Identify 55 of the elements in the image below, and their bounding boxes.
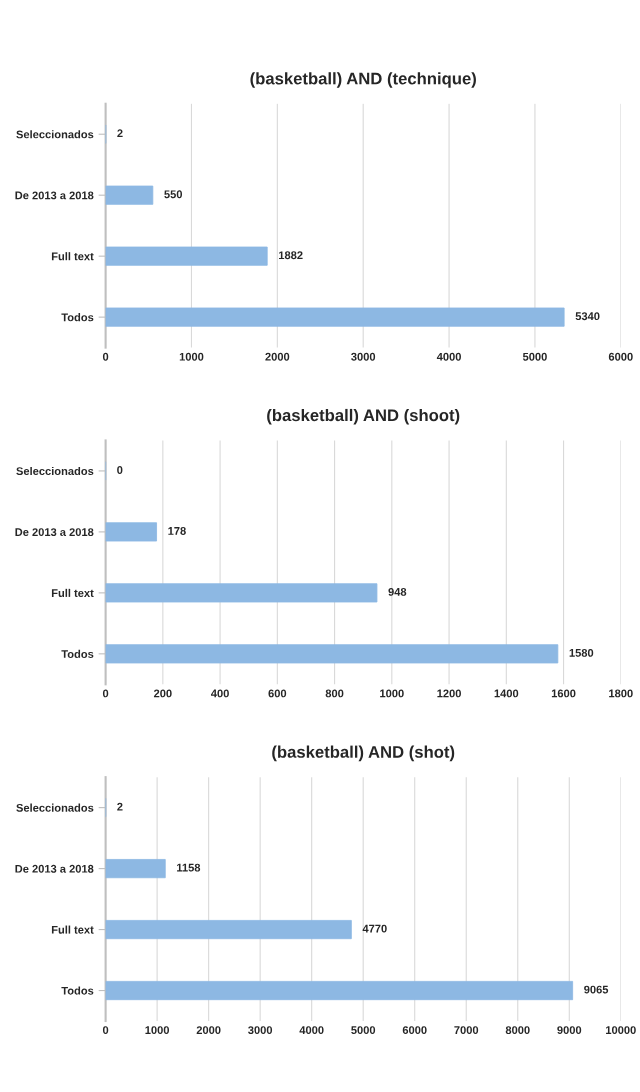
- data-label: 2: [117, 129, 123, 138]
- y-tick-label: De 2013 a 2018: [15, 528, 94, 537]
- data-label: 9065: [584, 985, 609, 994]
- y-tick-label: Full text: [51, 925, 94, 934]
- x-tick-label: 1800: [609, 689, 633, 698]
- x-tick-label: 0: [102, 1026, 109, 1035]
- x-tick-label: 7000: [454, 1026, 479, 1035]
- x-tick-label: 1600: [551, 689, 576, 698]
- x-tick-label: 0: [102, 352, 109, 361]
- data-label: 1882: [279, 251, 303, 260]
- x-tick-label: 4000: [299, 1026, 324, 1035]
- y-tick-label: De 2013 a 2018: [15, 864, 94, 873]
- x-tick-label: 200: [153, 689, 172, 698]
- x-tick-label: 9000: [557, 1026, 582, 1035]
- chart-title: (basketball) AND (technique): [250, 72, 476, 88]
- x-tick-label: 1000: [179, 352, 204, 361]
- y-tick-label: Seleccionados: [16, 130, 94, 139]
- x-tick-label: 1400: [494, 689, 519, 698]
- x-tick-label: 2000: [196, 1026, 221, 1035]
- x-tick-label: 10000: [606, 1026, 636, 1035]
- x-tick-label: 0: [102, 689, 109, 698]
- data-label: 178: [168, 527, 186, 535]
- chart-title: (basketball) AND (shot): [272, 745, 455, 762]
- x-tick-label: 600: [268, 689, 287, 698]
- x-tick-label: 3000: [351, 352, 376, 361]
- x-tick-label: 3000: [248, 1026, 273, 1035]
- data-label: 550: [164, 190, 183, 199]
- y-tick-label: Todos: [61, 649, 94, 658]
- x-tick-label: 5000: [522, 352, 547, 361]
- y-tick-label: Seleccionados: [16, 466, 94, 476]
- x-tick-label: 1000: [380, 689, 404, 698]
- y-tick-label: Full text: [51, 252, 94, 261]
- y-tick-label: De 2013 a 2018: [15, 191, 94, 200]
- x-tick-label: 4000: [436, 352, 461, 361]
- data-label: 5340: [575, 312, 600, 321]
- x-tick-label: 800: [325, 689, 344, 698]
- data-label: 2: [117, 802, 123, 811]
- data-label: 0: [117, 466, 123, 474]
- x-tick-label: 5000: [351, 1026, 376, 1035]
- x-tick-label: 8000: [505, 1026, 530, 1035]
- x-tick-label: 1000: [145, 1026, 170, 1035]
- y-tick-label: Todos: [61, 986, 94, 995]
- data-label: 4770: [362, 924, 387, 933]
- x-tick-label: 1200: [437, 689, 461, 698]
- data-label: 948: [388, 587, 407, 596]
- x-tick-label: 400: [210, 689, 229, 698]
- y-tick-label: Todos: [61, 313, 94, 322]
- data-label: 1580: [569, 648, 594, 657]
- x-tick-label: 2000: [265, 352, 290, 361]
- data-label: 1158: [177, 863, 201, 872]
- x-tick-label: 6000: [402, 1026, 427, 1035]
- chart-title: (basketball) AND (shoot): [267, 408, 460, 425]
- y-tick-label: Seleccionados: [16, 803, 94, 812]
- x-tick-label: 6000: [608, 352, 633, 361]
- y-tick-label: Full text: [51, 588, 94, 597]
